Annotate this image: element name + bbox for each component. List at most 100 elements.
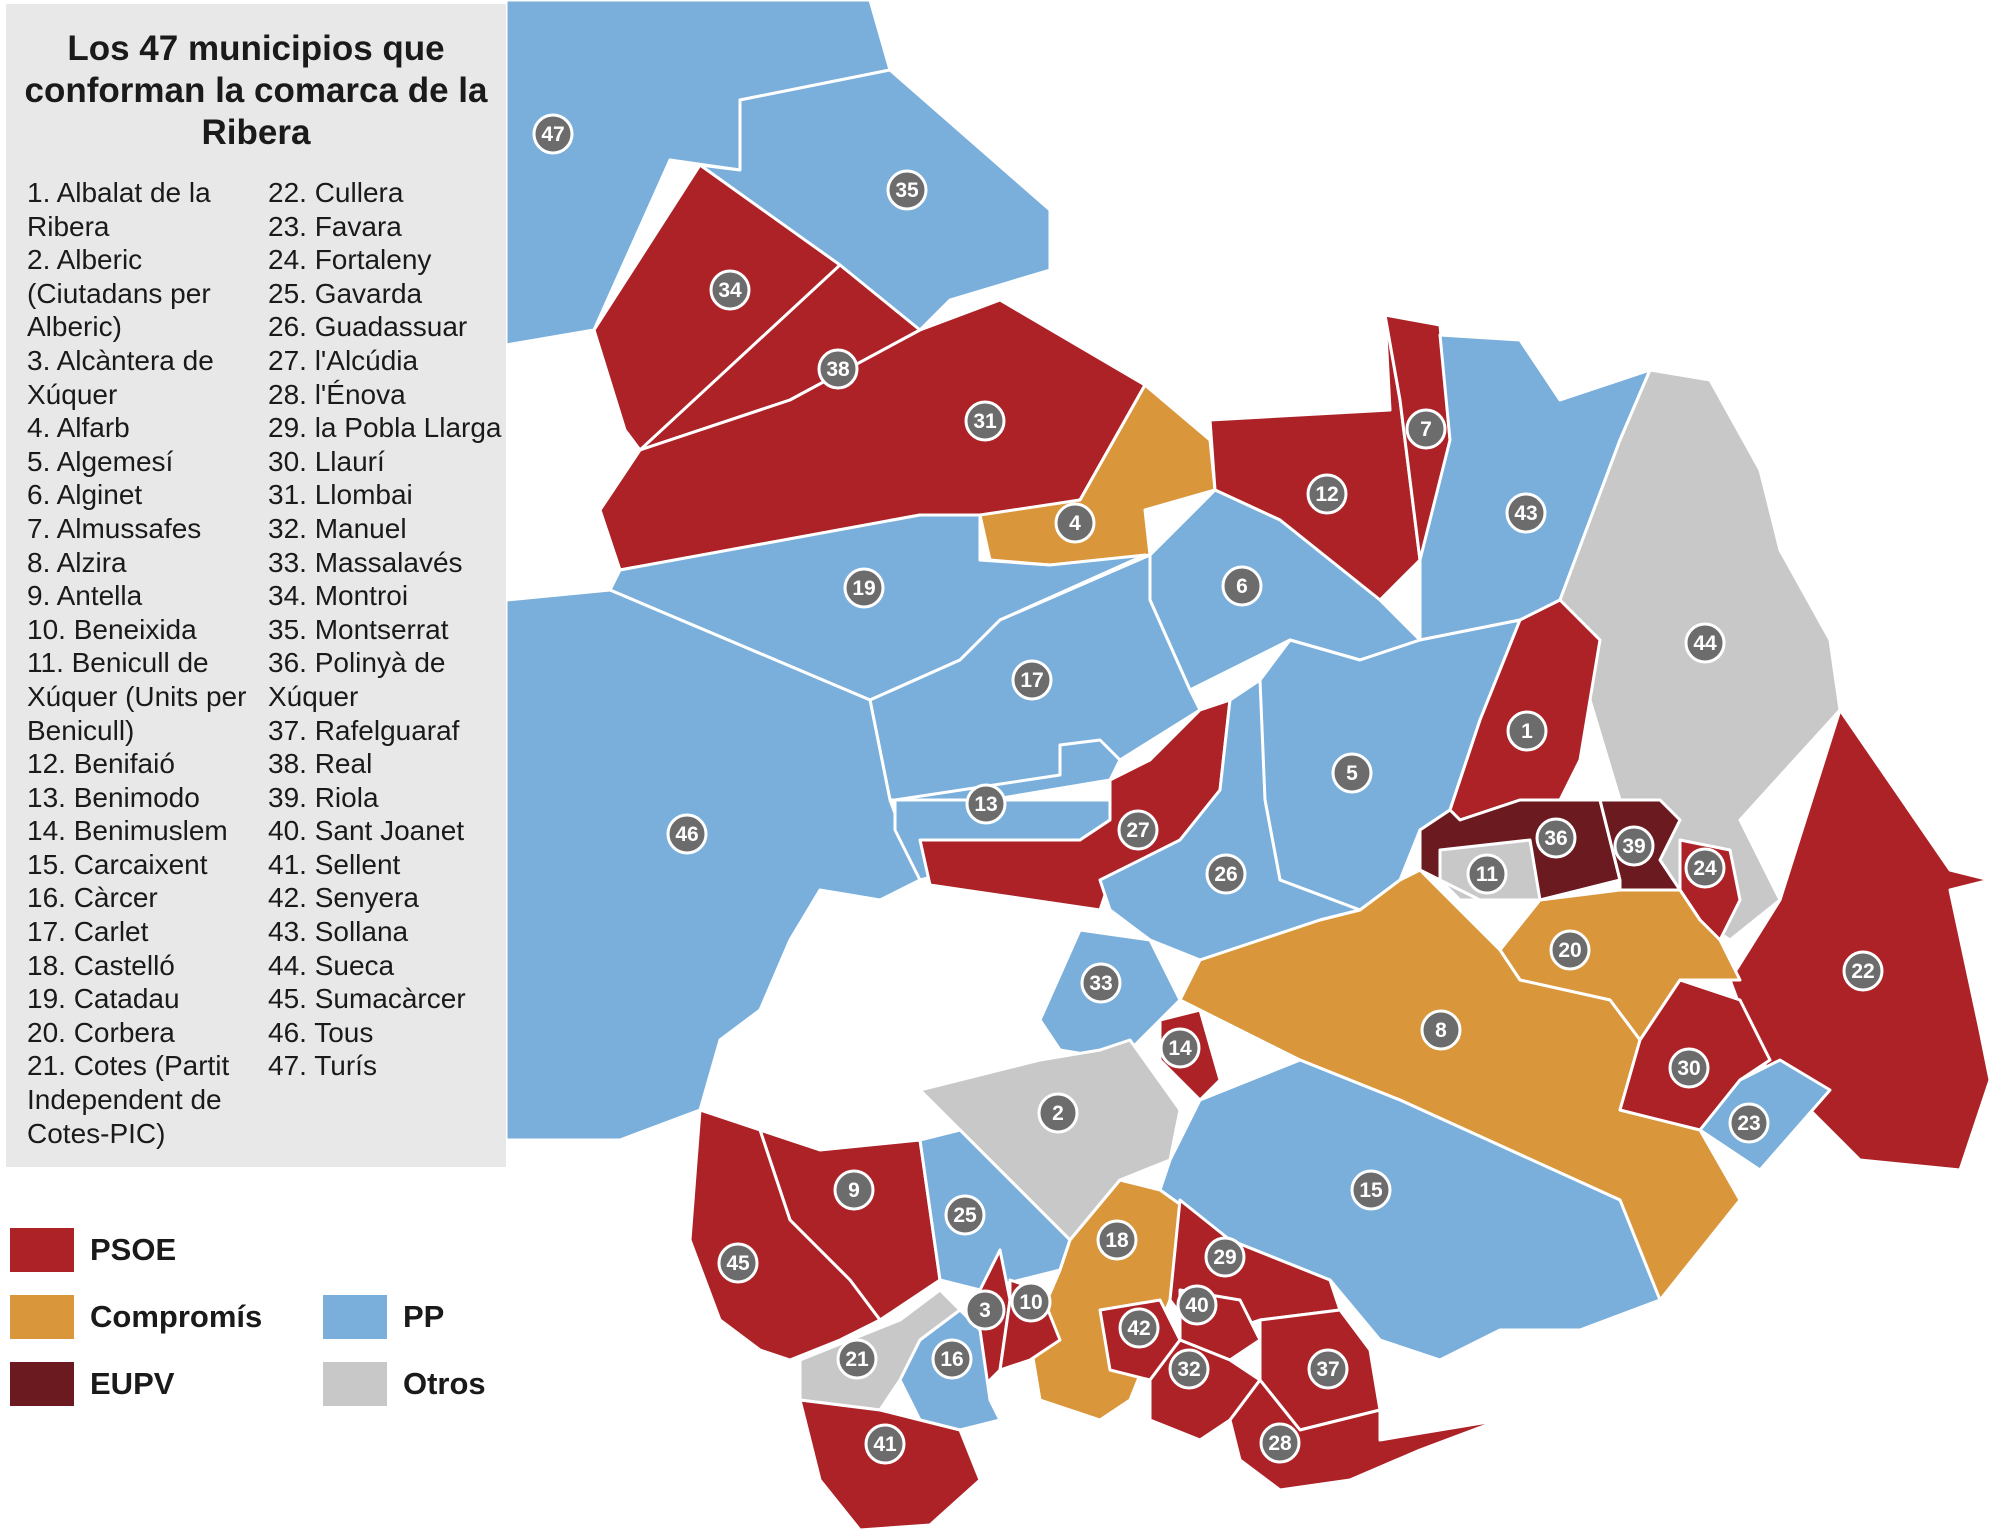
marker-label: 37: [1316, 1358, 1339, 1381]
marker-31: 31: [964, 400, 1006, 442]
marker-9: 9: [833, 1169, 875, 1211]
region-41: [798, 1398, 982, 1532]
marker-11: 11: [1466, 853, 1508, 895]
municipality-entry: 32. Manuel: [268, 512, 407, 544]
marker-44: 44: [1684, 622, 1726, 664]
marker-36: 36: [1535, 817, 1577, 859]
municipality-entry: 23. Favara: [268, 210, 402, 242]
municipality-entry: 18. Castelló: [27, 949, 175, 981]
marker-label: 46: [675, 823, 698, 846]
marker-label: 21: [845, 1348, 869, 1371]
map-markers: 47 35 34 38 31 4 12 7: [532, 113, 1884, 1465]
municipality-entry: 15. Carcaixent: [27, 848, 208, 880]
legend-swatch: [323, 1362, 387, 1406]
marker-42: 42: [1118, 1307, 1160, 1349]
marker-label: 38: [826, 358, 850, 381]
marker-label: 10: [1019, 1291, 1042, 1314]
municipality-entry: 45. Sumacàrcer: [268, 983, 466, 1015]
marker-label: 34: [718, 279, 742, 302]
marker-20: 20: [1549, 929, 1591, 971]
municipality-list-left: 1. Albalat de la Ribera 2. Alberic (Ciuta…: [27, 176, 257, 1150]
marker-3: 3: [964, 1289, 1006, 1331]
marker-10: 10: [1010, 1281, 1052, 1323]
municipality-entry: 4. Alfarb: [27, 412, 130, 444]
municipality-entry: 16. Càrcer: [27, 882, 158, 914]
marker-32: 32: [1168, 1348, 1210, 1390]
marker-label: 4: [1069, 512, 1081, 535]
municipality-list-panel: Los 47 municipios que conforman la comar…: [6, 4, 506, 1167]
marker-label: 11: [1476, 863, 1499, 886]
marker-label: 25: [953, 1204, 977, 1227]
marker-46: 46: [666, 813, 708, 855]
municipality-entry: 44. Sueca: [268, 949, 395, 981]
marker-label: 14: [1168, 1037, 1192, 1060]
legend-label: Otros: [403, 1366, 486, 1401]
marker-label: 20: [1558, 939, 1581, 962]
marker-17: 17: [1011, 659, 1053, 701]
map-regions: [504, 0, 1992, 1532]
marker-47: 47: [532, 113, 574, 155]
municipality-entry: 6. Alginet: [27, 479, 143, 511]
legend-label: PP: [403, 1299, 445, 1334]
region-45: [688, 1108, 882, 1362]
municipality-entry: 28. l'Énova: [268, 378, 406, 410]
municipality-entry: 24. Fortaleny: [268, 244, 432, 276]
marker-label: 5: [1346, 762, 1358, 785]
marker-label: 32: [1177, 1358, 1200, 1381]
municipality-entry: 10. Beneixida: [27, 613, 197, 645]
marker-2: 2: [1037, 1092, 1079, 1134]
municipality-entry: 17. Carlet: [27, 916, 149, 948]
marker-7: 7: [1405, 408, 1447, 450]
marker-label: 43: [1514, 502, 1537, 525]
municipality-entry: 41. Sellent: [268, 848, 401, 880]
legend-swatch: [10, 1228, 74, 1272]
marker-1: 1: [1506, 710, 1548, 752]
legend-label: PSOE: [90, 1232, 177, 1267]
municipality-entry: 43. Sollana: [268, 916, 409, 948]
marker-label: 7: [1420, 418, 1432, 441]
marker-label: 40: [1185, 1294, 1208, 1317]
marker-26: 26: [1205, 853, 1247, 895]
page-title: Los 47 municipios que conforman la comar…: [24, 29, 488, 152]
region-28: [1228, 1378, 1502, 1492]
marker-label: 39: [1622, 835, 1645, 858]
marker-12: 12: [1306, 473, 1348, 515]
marker-24: 24: [1684, 847, 1726, 889]
marker-33: 33: [1080, 962, 1122, 1004]
municipality-entry: 26. Guadassuar: [268, 311, 468, 343]
marker-label: 22: [1851, 960, 1874, 983]
legend-label: EUPV: [90, 1366, 175, 1401]
marker-label: 28: [1268, 1432, 1292, 1455]
marker-label: 17: [1020, 669, 1043, 692]
legend-label: Compromís: [90, 1299, 263, 1334]
marker-40: 40: [1176, 1284, 1218, 1326]
marker-27: 27: [1117, 809, 1159, 851]
municipality-entry: 34. Montroi: [268, 580, 409, 612]
municipality-entry: 12. Benifaió: [27, 748, 175, 780]
marker-29: 29: [1204, 1236, 1246, 1278]
legend: PSOE Compromís EUPV PP Otros: [0, 1215, 520, 1425]
municipality-entry: 5. Algemesí: [27, 445, 174, 477]
legend-swatch: [10, 1295, 74, 1339]
municipality-entry: 46. Tous: [268, 1016, 374, 1048]
marker-label: 33: [1089, 972, 1112, 995]
marker-label: 1: [1521, 720, 1533, 743]
municipality-entry: 25. Gavarda: [268, 277, 423, 309]
municipality-entry: 9. Antella: [27, 580, 143, 612]
municipality-entry: 8. Alzira: [27, 546, 127, 578]
municipality-entry: 39. Riola: [268, 781, 379, 813]
marker-label: 23: [1737, 1112, 1760, 1135]
municipality-entry: 21. Cotes (Partit Independent de Cotes-P…: [27, 1050, 230, 1149]
marker-34: 34: [709, 269, 751, 311]
marker-43: 43: [1505, 492, 1547, 534]
municipality-entry: 1. Albalat de la Ribera: [27, 177, 211, 242]
municipality-entry: 7. Almussafes: [27, 512, 202, 544]
municipality-entry: 42. Senyera: [268, 882, 419, 914]
marker-label: 13: [974, 793, 997, 816]
marker-label: 31: [973, 410, 997, 433]
marker-5: 5: [1331, 752, 1373, 794]
marker-label: 16: [940, 1348, 963, 1371]
municipality-entry: 27. l'Alcúdia: [268, 344, 419, 376]
municipality-entry: 30. Llaurí: [268, 445, 385, 477]
